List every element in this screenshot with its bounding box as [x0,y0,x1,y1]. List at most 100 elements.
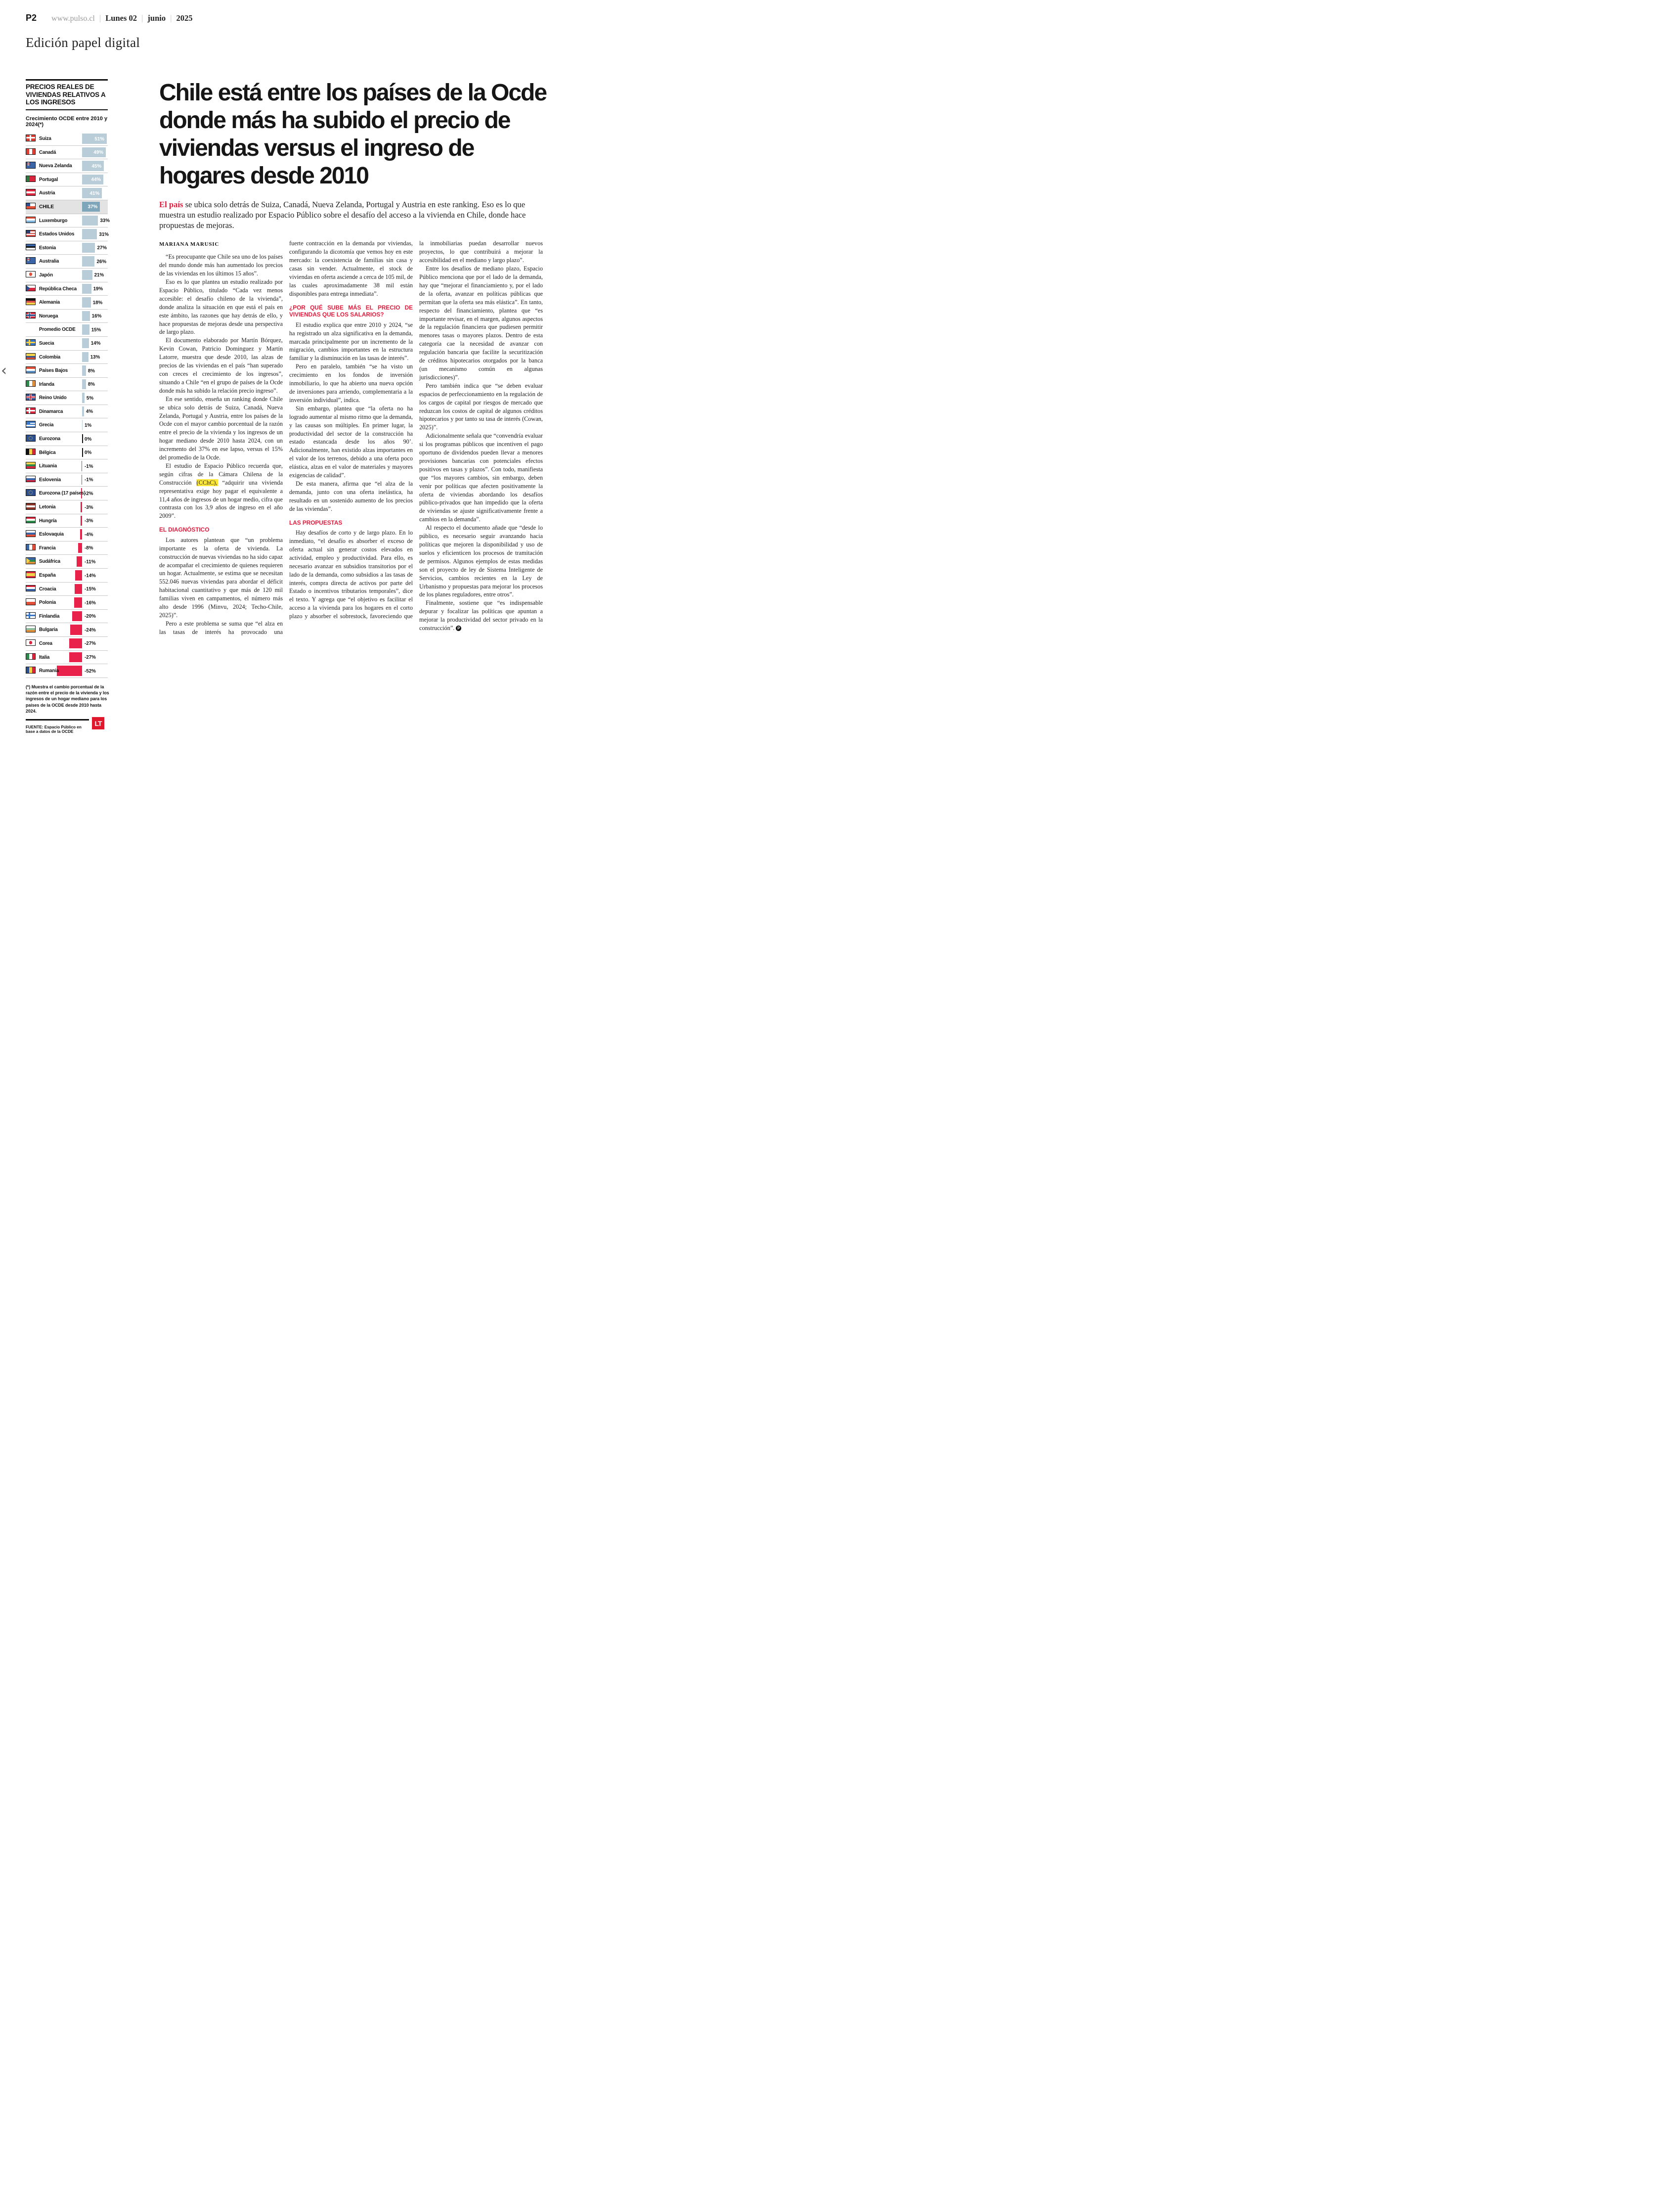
value-label: 4% [86,409,93,415]
flag-icon [26,271,36,278]
edition-title: Edición papel digital [26,35,140,50]
country-label: CHILE [39,204,54,210]
value-label: -20% [85,614,96,620]
chart-row-pa-ses-bajos: Países Bajos 8% [26,364,108,378]
chart-row-espa-a: España -14% [26,569,108,583]
chart-footnote: (*) Muestra el cambio porcentual de la r… [26,684,109,714]
country-label: Lituania [39,463,57,469]
site-link[interactable]: www.pulso.cl [51,14,95,23]
chart-row-irlanda: Irlanda 8% [26,378,108,392]
flag-icon [26,339,36,346]
country-label: Alemania [39,300,60,306]
chart-row-alemania: Alemania 18% [26,296,108,310]
flag-icon [26,175,36,182]
article-columns: MARIANA MARUSIC “Es preocupante que Chile… [159,239,548,636]
country-label: Letonia [39,504,56,510]
flag-icon [26,366,36,373]
bar [82,338,89,349]
flag-icon [26,284,36,292]
chart-row-lituania: Lituania -1% [26,459,108,473]
country-label: Países Bajos [39,368,68,374]
flag-icon [26,585,36,592]
value-label: 1% [84,422,92,428]
body-paragraph: Finalmente, sostiene que “es indispensab… [419,599,543,632]
article-lede: El país se ubica solo detrás de Suiza, C… [159,200,546,230]
country-label: República Checa [39,286,77,292]
chart-row-luxemburgo: Luxemburgo 33% [26,214,110,228]
country-label: Promedio OCDE [39,327,76,333]
bar [82,393,85,403]
bar [77,556,82,567]
body-paragraph: El estudio de Espacio Público recuerda q… [159,462,283,520]
bar [69,638,82,649]
bar [82,242,95,253]
country-label: Corea [39,640,52,646]
chart-title: PRECIOS REALES DE VIVIENDAS RELATIVOS A … [26,83,106,106]
bar [82,420,83,430]
article-column-1: MARIANA MARUSIC “Es preocupante que Chile… [159,239,283,636]
value-label: -27% [85,641,96,647]
chart-rows: Suiza 51% Canadá 49% Nueva Zelanda 45% Portuga… [26,132,110,678]
value-label: 27% [97,245,107,251]
bar [82,324,89,335]
flag-icon [26,653,36,660]
chart-row-portugal: Portugal 44% [26,173,108,187]
bar [78,542,82,553]
flag-icon [26,230,36,237]
flag-icon [26,503,36,510]
value-label: 31% [99,231,109,237]
article-end-mark: P [456,626,462,632]
chart-row-eurozona: Eurozona 0% [26,432,108,446]
header-separator: | [170,13,172,23]
flag-icon [26,516,36,524]
chart-row-italia: Italia -27% [26,651,108,665]
country-label: Luxemburgo [39,218,68,224]
chart-row-eslovaquia: Eslovaquia -4% [26,528,108,542]
body-paragraph: Pero a este problema se suma que “el alz… [159,620,283,635]
bar [82,188,102,198]
chart-row-suiza: Suiza 51% [26,132,108,146]
value-label: 8% [88,368,95,374]
body-paragraph: El estudio explica que entre 2010 y 2024… [289,321,413,362]
highlighted-text: (CChC), [196,479,218,486]
flag-icon [26,202,36,210]
bar [81,502,82,512]
flag-icon [26,626,36,632]
body-paragraph: Eso es lo que plantea un estudio realiza… [159,278,283,336]
chart-row-canad-: Canadá 49% [26,146,108,160]
bar [82,147,106,158]
flag-icon [26,162,36,169]
bar [82,283,91,294]
bar [82,379,86,390]
country-label: Bulgaria [39,627,58,633]
flag-icon [26,394,36,401]
date-day: Lunes 02 [105,13,137,23]
value-label: 13% [90,355,100,360]
value-label: 45% [91,163,102,169]
article-headline: Chile está entre los países de la Ocde d… [159,80,547,189]
chart-row-estonia: Estonia 27% [26,241,108,255]
body-paragraph: Hay desafíos de corto y de largo plazo. … [289,529,413,620]
previous-page-arrow[interactable]: ‹ [1,362,7,379]
header-separator: | [99,13,101,23]
bar [57,666,82,676]
section-subhead: ¿POR QUÉ SUBE MÁS EL PRECIO DE VIVIENDAS… [289,304,413,318]
bar [82,215,98,226]
value-label: 16% [91,314,102,319]
country-label: Canadá [39,149,56,155]
body-paragraph: Pero también indica que “se deben evalua… [419,382,543,431]
chart-source: FUENTE: Espacio Público en base a datos … [26,724,82,734]
body-paragraph: Sin embargo, plantea que “la oferta no h… [289,405,413,479]
newspaper-page: { "page": { "page_number": "P2", "site":… [0,0,557,754]
date-month: junio [147,13,166,23]
country-label: Nueva Zelanda [39,163,72,169]
chart-row-dinamarca: Dinamarca 4% [26,405,108,419]
article: Chile está entre los países de la Ocde d… [159,79,548,739]
country-label: Colombia [39,354,61,360]
chart-row-jap-n: Japón 21% [26,269,108,282]
flag-icon [26,243,36,251]
chart-row-sud-frica: Sudáfrica -11% [26,555,108,569]
body-paragraph: El documento elaborado por Martín Bórque… [159,337,283,394]
flag-icon [26,325,36,332]
chart-row-promedio-ocde: Promedio OCDE 15% [26,323,108,337]
